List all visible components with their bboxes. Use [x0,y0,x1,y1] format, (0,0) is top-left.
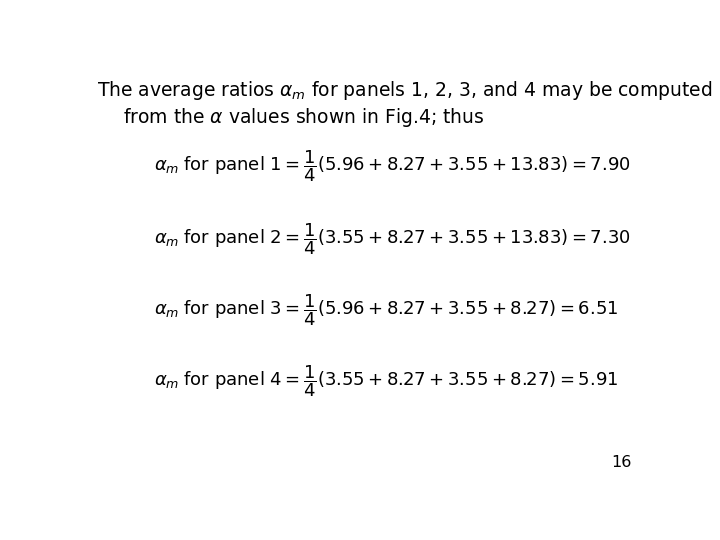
Text: $\alpha_m \; \mathrm{for\ panel\ 2} = \dfrac{1}{4}(3.55+8.27+3.55+13.83)=7.30$: $\alpha_m \; \mathrm{for\ panel\ 2} = \d… [154,221,631,257]
Text: 16: 16 [611,455,631,470]
Text: from the $\alpha$ values shown in Fig.4; thus: from the $\alpha$ values shown in Fig.4;… [124,106,485,130]
Text: $\alpha_m \; \mathrm{for\ panel\ 4} = \dfrac{1}{4}(3.55+8.27+3.55+8.27)=5.91$: $\alpha_m \; \mathrm{for\ panel\ 4} = \d… [154,363,618,399]
Text: $\alpha_m \; \mathrm{for\ panel\ 3} = \dfrac{1}{4}(5.96+8.27+3.55+8.27)=6.51$: $\alpha_m \; \mathrm{for\ panel\ 3} = \d… [154,292,618,328]
Text: $\alpha_m \; \mathrm{for\ panel\ 1} = \dfrac{1}{4}(5.96+8.27+3.55+13.83)=7.90$: $\alpha_m \; \mathrm{for\ panel\ 1} = \d… [154,149,631,185]
Text: The average ratios $\alpha_m$ for panels 1, 2, 3, and 4 may be computed: The average ratios $\alpha_m$ for panels… [96,79,712,103]
